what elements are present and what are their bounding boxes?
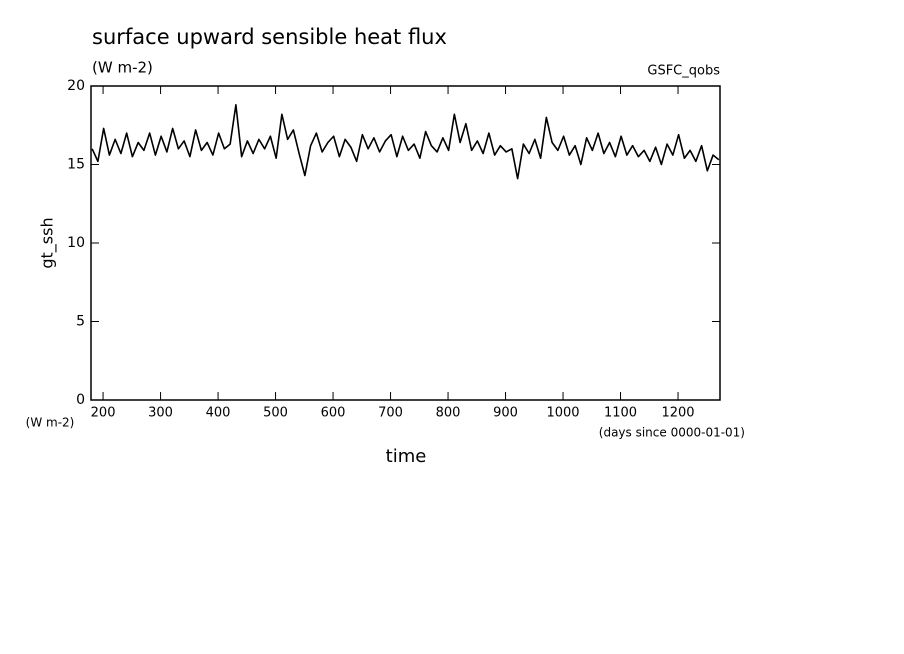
x-tick-label: 900 bbox=[493, 406, 518, 421]
y-tick-label: 20 bbox=[67, 78, 85, 94]
x-tick-label: 200 bbox=[91, 406, 116, 421]
y-tick-label: 15 bbox=[67, 157, 85, 173]
x-tick-label: 1100 bbox=[604, 406, 637, 421]
x-tick-label: 500 bbox=[263, 406, 288, 421]
x-axis-label: time bbox=[386, 446, 427, 467]
x-tick-label: 700 bbox=[378, 406, 403, 421]
y-tick-label: 10 bbox=[67, 235, 85, 251]
x-tick-label: 1000 bbox=[546, 406, 579, 421]
y-axis-unit: (W m-2) bbox=[26, 416, 75, 430]
y-tick-label: 0 bbox=[76, 392, 85, 408]
x-tick-label: 800 bbox=[436, 406, 461, 421]
x-tick-label: 1200 bbox=[661, 406, 694, 421]
x-axis-unit: (days since 0000-01-01) bbox=[599, 426, 745, 440]
x-tick-label: 300 bbox=[148, 406, 173, 421]
source-label: GSFC_qobs bbox=[647, 64, 720, 79]
y-tick-label: 5 bbox=[76, 314, 85, 330]
data-line bbox=[91, 104, 720, 180]
chart-title: surface upward sensible heat flux bbox=[92, 25, 447, 49]
x-tick-label: 600 bbox=[321, 406, 346, 421]
y-axis-label: gt_ssh bbox=[38, 217, 58, 268]
plot-frame bbox=[90, 85, 721, 401]
chart-subtitle: (W m-2) bbox=[92, 59, 153, 77]
x-tick-label: 400 bbox=[206, 406, 231, 421]
